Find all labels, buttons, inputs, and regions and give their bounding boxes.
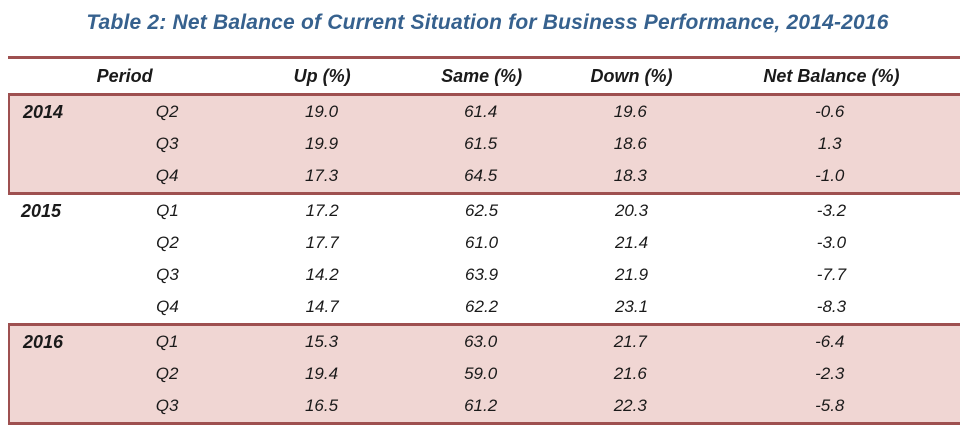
year-group-2014: 2014 Q2 19.0 61.4 19.6 -0.6 Q3 19.9 61.5 18.6 1.3 Q… bbox=[8, 96, 960, 195]
cell-up: 17.7 bbox=[305, 233, 339, 252]
cell-year bbox=[8, 259, 94, 291]
cell-same: 61.4 bbox=[464, 102, 498, 121]
cell-down: 21.9 bbox=[614, 265, 649, 284]
cell-up: 17.2 bbox=[305, 201, 339, 220]
cell-same: 61.5 bbox=[464, 134, 498, 153]
table-header-row: Period Up (%) Same (%) Down (%) Net Bala… bbox=[8, 56, 960, 96]
cell-up: 14.7 bbox=[305, 297, 339, 316]
cell-same: 62.5 bbox=[465, 201, 499, 220]
cell-year bbox=[10, 128, 94, 160]
cell-down: 21.7 bbox=[613, 332, 647, 351]
cell-quarter: Q2 bbox=[155, 364, 179, 383]
cell-net: -7.7 bbox=[816, 265, 847, 284]
cell-year bbox=[8, 227, 94, 259]
cell-year bbox=[8, 291, 94, 323]
cell-same: 64.5 bbox=[464, 166, 498, 185]
cell-up: 15.3 bbox=[304, 332, 339, 351]
cell-same: 63.0 bbox=[464, 332, 498, 351]
net-balance-table: Period Up (%) Same (%) Down (%) Net Bala… bbox=[8, 56, 960, 425]
cell-down: 19.6 bbox=[613, 102, 647, 121]
cell-up: 16.5 bbox=[304, 396, 339, 415]
cell-quarter: Q3 bbox=[155, 396, 179, 415]
table-row: Q3 16.5 61.2 22.3 -5.8 bbox=[10, 390, 960, 422]
cell-down: 23.1 bbox=[614, 297, 649, 316]
cell-net: -2.3 bbox=[815, 364, 845, 383]
cell-net: -0.6 bbox=[815, 102, 845, 121]
cell-quarter: Q1 bbox=[156, 201, 179, 220]
table-title: Table 2: Net Balance of Current Situatio… bbox=[86, 11, 889, 34]
cell-quarter: Q4 bbox=[155, 166, 179, 185]
cell-year bbox=[10, 358, 94, 390]
table-row: Q4 14.7 62.2 23.1 -8.3 bbox=[8, 291, 960, 323]
cell-quarter: Q2 bbox=[155, 102, 179, 121]
cell-same: 61.0 bbox=[465, 233, 499, 252]
table-row: 2016 Q1 15.3 63.0 21.7 -6.4 bbox=[10, 326, 960, 358]
cell-quarter: Q1 bbox=[155, 332, 179, 351]
table-body: 2014 Q2 19.0 61.4 19.6 -0.6 Q3 19.9 61.5 18.6 1.3 Q… bbox=[8, 96, 960, 425]
cell-down: 18.6 bbox=[613, 134, 647, 153]
cell-year: 2016 bbox=[23, 332, 64, 352]
column-header-net-balance: Net Balance (%) bbox=[763, 66, 900, 86]
cell-net: -5.8 bbox=[815, 396, 845, 415]
cell-quarter: Q4 bbox=[156, 297, 179, 316]
table-row: 2015 Q1 17.2 62.5 20.3 -3.2 bbox=[8, 195, 960, 227]
cell-down: 18.3 bbox=[613, 166, 647, 185]
cell-net: -8.3 bbox=[816, 297, 847, 316]
cell-quarter: Q2 bbox=[156, 233, 179, 252]
cell-year: 2015 bbox=[21, 201, 62, 221]
cell-year: 2014 bbox=[23, 102, 64, 122]
table-row: Q2 17.7 61.0 21.4 -3.0 bbox=[8, 227, 960, 259]
cell-same: 59.0 bbox=[464, 364, 498, 383]
cell-net: -1.0 bbox=[815, 166, 845, 185]
cell-year bbox=[10, 160, 94, 192]
cell-down: 20.3 bbox=[614, 201, 649, 220]
cell-same: 61.2 bbox=[464, 396, 498, 415]
cell-same: 62.2 bbox=[465, 297, 499, 316]
cell-net: -6.4 bbox=[815, 332, 845, 351]
table-row: Q4 17.3 64.5 18.3 -1.0 bbox=[10, 160, 960, 192]
cell-quarter: Q3 bbox=[156, 265, 179, 284]
table-row: 2014 Q2 19.0 61.4 19.6 -0.6 bbox=[10, 96, 960, 128]
cell-up: 14.2 bbox=[305, 265, 339, 284]
column-header-up: Up (%) bbox=[293, 66, 351, 86]
year-group-2016: 2016 Q1 15.3 63.0 21.7 -6.4 Q2 19.4 59.0 21.6 -2.3… bbox=[8, 326, 960, 425]
cell-up: 19.4 bbox=[304, 364, 339, 383]
cell-net: -3.2 bbox=[816, 201, 847, 220]
table-row: Q3 14.2 63.9 21.9 -7.7 bbox=[8, 259, 960, 291]
table-row: Q2 19.4 59.0 21.6 -2.3 bbox=[10, 358, 960, 390]
cell-up: 19.0 bbox=[304, 102, 339, 121]
year-group-2015: 2015 Q1 17.2 62.5 20.3 -3.2 Q2 17.7 61.0 21.4 -3.0… bbox=[8, 195, 960, 326]
cell-up: 17.3 bbox=[304, 166, 339, 185]
cell-same: 63.9 bbox=[465, 265, 499, 284]
column-header-period: Period bbox=[96, 66, 153, 86]
cell-net: -3.0 bbox=[816, 233, 847, 252]
column-header-down: Down (%) bbox=[590, 66, 673, 86]
cell-year bbox=[10, 390, 94, 422]
cell-net: 1.3 bbox=[817, 134, 842, 153]
column-header-same: Same (%) bbox=[441, 66, 523, 86]
cell-down: 22.3 bbox=[613, 396, 647, 415]
table-row: Q3 19.9 61.5 18.6 1.3 bbox=[10, 128, 960, 160]
cell-up: 19.9 bbox=[304, 134, 339, 153]
cell-down: 21.6 bbox=[613, 364, 647, 383]
cell-quarter: Q3 bbox=[155, 134, 179, 153]
cell-down: 21.4 bbox=[614, 233, 649, 252]
